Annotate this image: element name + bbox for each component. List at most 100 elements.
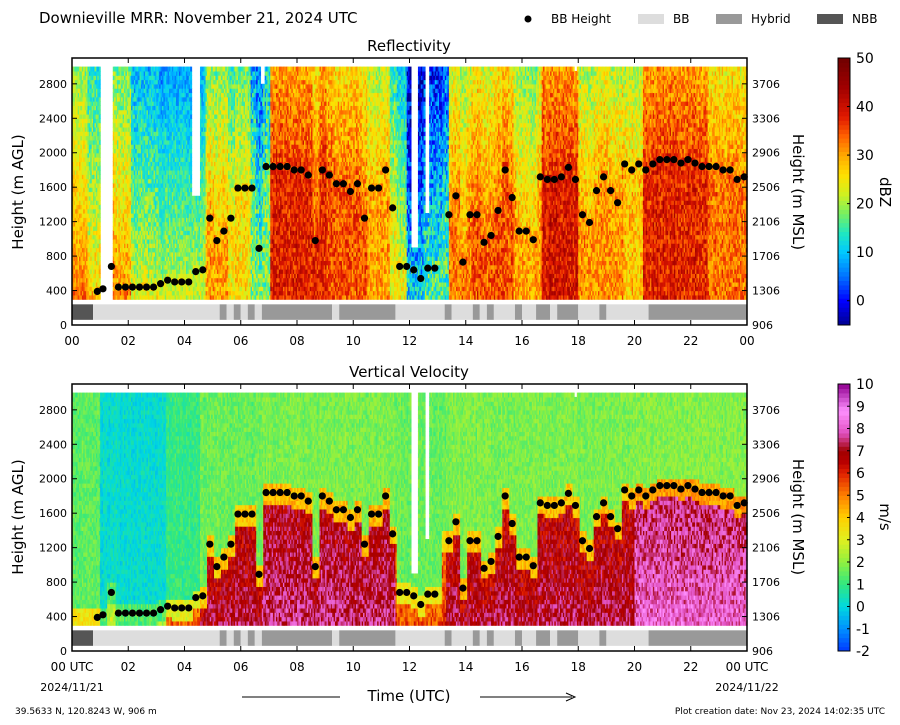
heatmap-cell (122, 75, 125, 81)
heatmap-cell (77, 148, 80, 154)
heatmap-cell (114, 208, 117, 214)
heatmap-cell (119, 92, 122, 98)
heatmap-cell (90, 105, 93, 111)
heatmap-cell (121, 148, 124, 154)
heatmap-cell (125, 169, 128, 175)
heatmap-cell (73, 131, 76, 137)
heatmap-cell (98, 247, 101, 253)
heatmap-cell (90, 169, 93, 175)
heatmap-cell (97, 96, 100, 102)
heatmap-cell (79, 182, 82, 188)
heatmap-cell (90, 234, 93, 240)
heatmap-cell (77, 195, 80, 201)
heatmap-cell (84, 169, 87, 175)
heatmap-cell (119, 208, 122, 214)
heatmap-cell (94, 195, 97, 201)
heatmap-cell (131, 83, 134, 89)
heatmap-cell (97, 269, 100, 274)
heatmap-cell (90, 109, 93, 115)
heatmap-cell (95, 144, 98, 150)
heatmap-cell (121, 230, 124, 236)
heatmap-cell (74, 277, 77, 283)
heatmap-cell (117, 126, 120, 132)
heatmap-cell (73, 135, 76, 141)
heatmap-cell (132, 256, 135, 262)
heatmap-cell (119, 217, 122, 223)
heatmap-cell (84, 88, 87, 94)
heatmap-cell (131, 96, 134, 102)
heatmap-cell (128, 264, 131, 270)
heatmap-cell (88, 264, 91, 270)
heatmap-cell (115, 79, 118, 85)
heatmap-cell (81, 294, 84, 300)
heatmap-cell (80, 217, 83, 223)
heatmap-cell (128, 131, 131, 137)
heatmap-cell (74, 66, 77, 72)
heatmap-cell (114, 256, 117, 262)
heatmap-cell (91, 126, 94, 132)
heatmap-cell (119, 213, 122, 218)
heatmap-cell (118, 294, 121, 300)
heatmap-cell (94, 225, 97, 231)
heatmap-cell (119, 238, 122, 244)
heatmap-cell (129, 126, 132, 132)
heatmap-cell (86, 221, 89, 227)
heatmap-cell (190, 191, 193, 197)
heatmap-cell (115, 101, 118, 106)
heatmap-cell (93, 113, 96, 119)
heatmap-cell (124, 269, 127, 274)
heatmap-cell (98, 187, 101, 193)
heatmap-cell (81, 204, 84, 210)
heatmap-cell (129, 234, 132, 240)
heatmap-cell (121, 294, 124, 300)
heatmap-cell (117, 269, 120, 274)
heatmap-cell (132, 191, 135, 197)
heatmap-cell (84, 217, 87, 223)
heatmap-cell (83, 260, 86, 266)
heatmap-cell (98, 122, 101, 128)
heatmap-cell (72, 126, 75, 132)
heatmap-cell (81, 165, 84, 171)
heatmap-cell (73, 243, 76, 249)
heatmap-cell (88, 165, 91, 171)
heatmap-cell (117, 294, 120, 300)
heatmap-cell (98, 243, 101, 249)
heatmap-cell (129, 96, 132, 102)
heatmap-cell (124, 230, 127, 236)
heatmap-cell (98, 157, 101, 162)
heatmap-cell (114, 277, 117, 283)
heatmap-cell (128, 294, 131, 300)
heatmap-cell (76, 264, 79, 270)
heatmap-cell (81, 174, 84, 180)
heatmap-cell (83, 230, 86, 236)
heatmap-cell (79, 131, 82, 137)
heatmap-cell (81, 131, 84, 137)
heatmap-cell (91, 269, 94, 274)
heatmap-cell (119, 178, 122, 184)
heatmap-cell (112, 251, 115, 257)
heatmap-cell (97, 225, 100, 231)
heatmap-cell (126, 122, 129, 128)
heatmap-cell (93, 118, 96, 124)
heatmap-cell (74, 269, 77, 274)
heatmap-cell (119, 70, 122, 76)
heatmap-cell (132, 294, 135, 300)
heatmap-cell (80, 281, 83, 287)
heatmap-cell (90, 152, 93, 158)
heatmap-cell (88, 178, 91, 184)
heatmap-cell (115, 88, 118, 94)
heatmap-cell (86, 294, 89, 300)
heatmap-cell (94, 191, 97, 197)
heatmap-cell (90, 135, 93, 141)
heatmap-cell (81, 191, 84, 197)
heatmap-cell (74, 217, 77, 223)
heatmap-cell (126, 157, 129, 162)
heatmap-cell (84, 122, 87, 128)
heatmap-cell (122, 135, 125, 141)
heatmap-cell (80, 243, 83, 249)
heatmap-cell (76, 148, 79, 154)
heatmap-cell (93, 234, 96, 240)
heatmap-cell (119, 109, 122, 115)
heatmap-cell (122, 66, 125, 72)
